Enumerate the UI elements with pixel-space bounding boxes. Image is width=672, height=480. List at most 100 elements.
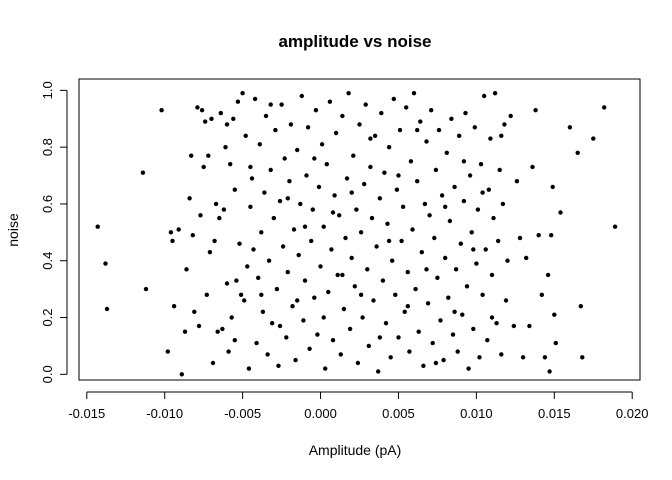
data-points bbox=[95, 91, 618, 377]
y-tick-label: 1.0 bbox=[40, 81, 55, 99]
scatter-point bbox=[380, 278, 386, 283]
scatter-point bbox=[396, 173, 401, 178]
scatter-point bbox=[452, 184, 457, 190]
scatter-point bbox=[195, 105, 200, 110]
scatter-point bbox=[480, 190, 485, 195]
y-axis-ticks: 0.0 0.2 0.4 0.6 0.8 1.0 bbox=[40, 81, 67, 383]
scatter-point bbox=[410, 227, 415, 232]
scatter-point bbox=[474, 261, 479, 266]
scatter-point bbox=[602, 105, 607, 110]
scatter-point bbox=[346, 91, 351, 96]
scatter-point bbox=[203, 119, 208, 124]
scatter-point bbox=[524, 255, 529, 261]
scatter-point bbox=[324, 162, 329, 167]
scatter-point bbox=[231, 116, 236, 122]
scatter-point bbox=[232, 187, 237, 192]
x-tick-label: 0.015 bbox=[538, 406, 571, 421]
scatter-point bbox=[419, 250, 424, 255]
scatter-point bbox=[232, 338, 237, 343]
scatter-point bbox=[263, 113, 269, 119]
scatter-point bbox=[170, 238, 175, 244]
scatter-point bbox=[273, 127, 278, 133]
scatter-point bbox=[217, 215, 222, 221]
scatter-point bbox=[226, 349, 231, 354]
scatter-point bbox=[223, 145, 228, 150]
scatter-point bbox=[449, 116, 454, 122]
scatter-point bbox=[238, 292, 244, 297]
scatter-point bbox=[425, 301, 431, 306]
scatter-point bbox=[372, 133, 378, 138]
scatter-point bbox=[212, 238, 217, 244]
scatter-point bbox=[399, 238, 404, 244]
scatter-point bbox=[280, 244, 286, 249]
scatter-point bbox=[354, 207, 359, 212]
scatter-point bbox=[338, 352, 343, 357]
y-tick-label: 0.0 bbox=[40, 365, 55, 383]
scatter-point bbox=[407, 349, 412, 354]
scatter-point bbox=[443, 204, 448, 209]
scatter-point bbox=[539, 292, 544, 297]
scatter-point bbox=[332, 193, 337, 198]
scatter-point bbox=[533, 108, 538, 113]
x-tick-label: 0.005 bbox=[382, 406, 415, 421]
scatter-point bbox=[333, 130, 339, 136]
scatter-point bbox=[366, 343, 371, 349]
scatter-point bbox=[229, 315, 234, 320]
scatter-point bbox=[349, 190, 354, 195]
scatter-point bbox=[182, 329, 188, 334]
scatter-point bbox=[463, 110, 468, 116]
scatter-point bbox=[467, 173, 473, 178]
y-tick-label: 0.2 bbox=[40, 308, 55, 326]
y-tick-label: 0.6 bbox=[40, 195, 55, 213]
scatter-point bbox=[376, 369, 381, 374]
scatter-point bbox=[402, 309, 407, 314]
scatter-point bbox=[143, 286, 149, 292]
scatter-point bbox=[400, 204, 406, 209]
scatter-point bbox=[285, 196, 290, 201]
scatter-point bbox=[457, 133, 462, 138]
chart-title: amplitude vs noise bbox=[278, 32, 431, 51]
scatter-point bbox=[242, 298, 247, 303]
scatter-point bbox=[415, 127, 420, 133]
scatter-point bbox=[279, 102, 284, 107]
scatter-point bbox=[246, 366, 252, 371]
scatter-point bbox=[536, 233, 541, 238]
scatter-point bbox=[362, 181, 367, 187]
scatter-point bbox=[215, 329, 220, 334]
scatter-point bbox=[453, 267, 459, 272]
scatter-point bbox=[386, 145, 392, 150]
scatter-point bbox=[192, 309, 197, 314]
scatter-point bbox=[307, 346, 312, 351]
scatter-point bbox=[374, 244, 379, 249]
scatter-point bbox=[542, 355, 548, 360]
scatter-point bbox=[491, 215, 496, 221]
scatter-point bbox=[578, 304, 583, 309]
scatter-point bbox=[199, 108, 205, 113]
scatter-point bbox=[497, 167, 502, 173]
scatter-point bbox=[276, 363, 281, 368]
scatter-point bbox=[159, 108, 164, 113]
scatter-point bbox=[268, 102, 273, 107]
scatter-point bbox=[499, 133, 504, 138]
scatter-point bbox=[347, 326, 353, 332]
scatter-point bbox=[187, 196, 192, 201]
scatter-point bbox=[435, 275, 440, 280]
scatter-point bbox=[315, 332, 320, 337]
scatter-point bbox=[377, 196, 382, 201]
scatter-point bbox=[575, 150, 580, 155]
scatter-point bbox=[305, 125, 311, 130]
scatter-point bbox=[249, 176, 255, 181]
scatter-point bbox=[430, 340, 435, 346]
scatter-point bbox=[358, 230, 364, 235]
scatter-point bbox=[218, 110, 223, 116]
scatter-point bbox=[441, 357, 446, 363]
scatter-point bbox=[312, 156, 317, 161]
x-axis-ticks: -0.015 -0.010 -0.005 0.000 0.005 0.010 0.015 0.… bbox=[68, 392, 648, 421]
scatter-point bbox=[357, 122, 362, 127]
plot-frame bbox=[78, 78, 641, 381]
scatter-point bbox=[415, 179, 420, 184]
scatter-point bbox=[316, 184, 322, 190]
scatter-point bbox=[189, 153, 194, 158]
scatter-point bbox=[360, 315, 365, 320]
scatter-point bbox=[234, 278, 239, 283]
